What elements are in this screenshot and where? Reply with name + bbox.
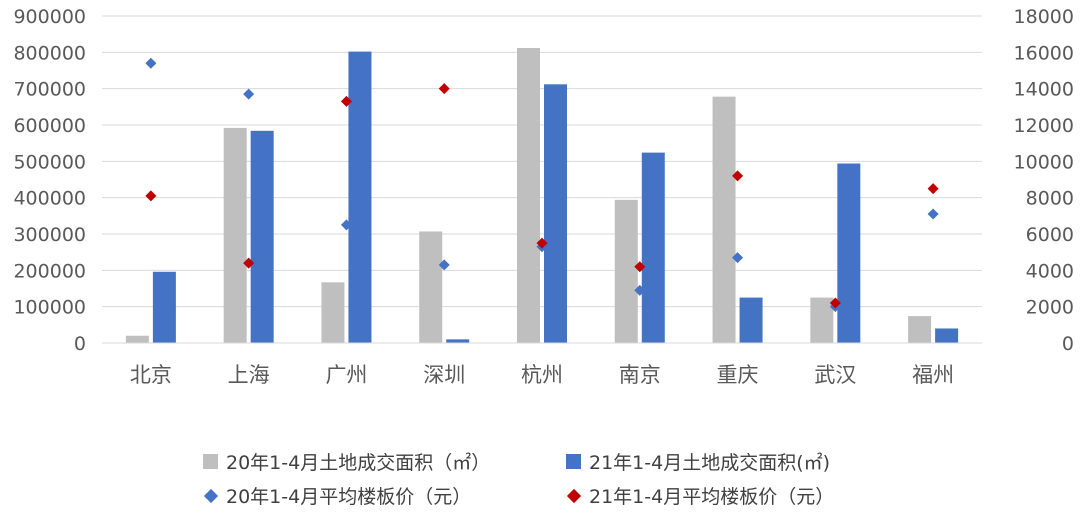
marker-21-6: [732, 170, 744, 182]
legend-item-21-price: 21年1-4月平均楼板价（元）: [566, 482, 834, 509]
left-tick-label: 500000: [13, 151, 86, 173]
markers: [145, 57, 939, 313]
right-tick-label: 4000: [1026, 260, 1074, 282]
category-label: 福州: [912, 363, 954, 387]
bar-21-7: [837, 163, 861, 343]
legend-item-20-price: 20年1-4月平均楼板价（元）: [203, 482, 471, 509]
marker-20-2: [340, 219, 352, 231]
right-tick-label: 6000: [1026, 224, 1074, 246]
left-tick-label: 400000: [13, 188, 86, 210]
legend-label-21-price: 21年1-4月平均楼板价（元）: [589, 486, 835, 508]
bar-21-6: [739, 297, 763, 343]
bar-20-3: [419, 231, 443, 343]
right-tick-label: 18000: [1014, 6, 1074, 28]
bar-20-1: [223, 127, 247, 343]
legend-swatch-21-area: [566, 454, 581, 469]
legend-diamond-21-price: [566, 488, 582, 503]
marker-21-7: [829, 297, 841, 309]
legend-diamond-20-price: [203, 488, 219, 503]
left-tick-label: 0: [74, 333, 86, 355]
bar-21-3: [446, 339, 470, 343]
legend-label-21-area: 21年1-4月土地成交面积(㎡): [589, 452, 831, 474]
category-label: 广州: [325, 363, 367, 387]
right-tick-label: 16000: [1014, 42, 1074, 64]
chart: 0100000200000300000400000500000600000700…: [13, 6, 1074, 387]
bar-20-6: [712, 96, 736, 343]
bar-20-0: [125, 335, 149, 343]
category-label: 上海: [228, 363, 270, 387]
bar-20-4: [517, 47, 540, 344]
marker-20-6: [732, 252, 744, 264]
right-tick-label: 10000: [1014, 151, 1074, 173]
bar-20-8: [908, 316, 932, 343]
category-label: 北京: [130, 363, 172, 387]
legend-label-20-price: 20年1-4月平均楼板价（元）: [226, 486, 472, 508]
category-label: 南京: [619, 363, 661, 387]
bar-21-8: [935, 328, 959, 343]
marker-21-2: [340, 95, 352, 107]
right-tick-label: 0: [1062, 333, 1074, 355]
right-tick-label: 2000: [1026, 297, 1074, 319]
bar-21-0: [152, 271, 176, 343]
marker-20-1: [243, 88, 255, 100]
category-label: 深圳: [423, 363, 465, 387]
marker-20-5: [634, 284, 646, 296]
category-label: 杭州: [521, 363, 563, 387]
left-tick-label: 200000: [13, 260, 86, 282]
legend-item-21-area: 21年1-4月土地成交面积(㎡): [566, 448, 830, 475]
left-tick-label: 600000: [13, 115, 86, 137]
right-axis-ticks: 0 2000 4000 6000 8000 10000 12000 14000 16000 180…: [1014, 6, 1074, 355]
bar-21-1: [250, 130, 274, 343]
marker-20-8: [927, 208, 939, 220]
bar-21-2: [348, 51, 372, 344]
left-tick-label: 100000: [13, 297, 86, 319]
right-tick-label: 12000: [1014, 115, 1074, 137]
marker-21-8: [927, 183, 939, 195]
bar-21-4: [544, 84, 567, 343]
marker-21-4: [536, 237, 548, 249]
bars: [125, 47, 959, 344]
legend-item-20-area: 20年1-4月土地成交面积（㎡）: [203, 448, 490, 475]
bar-20-5: [614, 199, 638, 343]
marker-20-0: [145, 57, 157, 69]
legend-swatch-20-area: [203, 454, 218, 469]
left-tick-label: 700000: [13, 79, 86, 101]
legend: 20年1-4月土地成交面积（㎡） 21年1-4月土地成交面积(㎡) 20年1-4…: [0, 440, 1080, 520]
category-labels: 北京 上海 广州 深圳 杭州 南京 重庆 武汉 福州: [130, 363, 954, 387]
left-axis-ticks: 0 100000 200000 300000 400000 500000 600000 700…: [13, 6, 86, 355]
bar-21-5: [641, 152, 665, 343]
category-label: 重庆: [717, 363, 759, 387]
legend-label-20-area: 20年1-4月土地成交面积（㎡）: [226, 452, 491, 474]
left-tick-label: 900000: [13, 6, 86, 28]
bar-20-2: [321, 282, 345, 343]
left-tick-label: 800000: [13, 42, 86, 64]
marker-21-1: [243, 257, 255, 269]
left-tick-label: 300000: [13, 224, 86, 246]
marker-21-0: [145, 190, 157, 202]
marker-21-3: [438, 83, 450, 95]
marker-21-5: [634, 261, 646, 273]
right-tick-label: 14000: [1014, 79, 1074, 101]
category-label: 武汉: [814, 363, 856, 387]
right-tick-label: 8000: [1026, 188, 1074, 210]
marker-20-3: [438, 259, 450, 271]
bar-20-7: [810, 297, 834, 343]
